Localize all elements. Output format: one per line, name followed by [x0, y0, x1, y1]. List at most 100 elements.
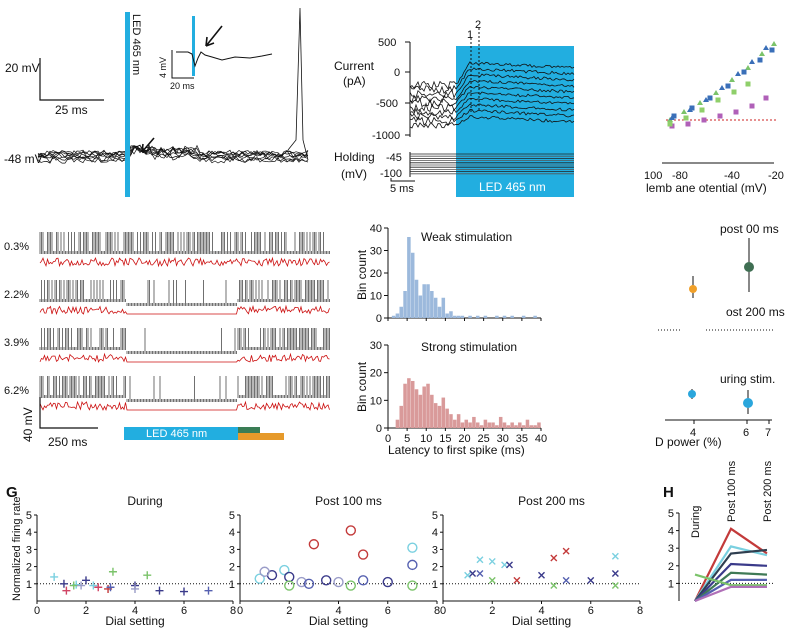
ytick-label: 3 [229, 544, 235, 556]
scatter-point [611, 582, 619, 590]
hist-bar-strong [453, 419, 457, 428]
iv-point [701, 117, 707, 123]
post200-bar-d [238, 433, 284, 440]
scale-mv-a: 20 mV [5, 61, 40, 75]
inset-scale-a [171, 50, 194, 79]
iv-point [699, 107, 705, 113]
title-g: Post 100 ms [315, 494, 382, 508]
holding-tick-100: -100 [380, 168, 402, 180]
ytick-label: 2 [432, 562, 438, 574]
scale-ms-a: 25 ms [55, 103, 88, 117]
scatter-point [357, 575, 369, 586]
scatter-point [254, 573, 265, 584]
xtick-label: 0 [440, 605, 446, 617]
hist-bar-weak [407, 237, 411, 318]
hist-bar-weak [403, 291, 407, 318]
ytick-label: 5 [229, 510, 235, 522]
scatter-point [131, 584, 139, 593]
marker-2: 2 [475, 19, 481, 31]
xtick-label: 2 [489, 605, 495, 617]
scatter-point [476, 556, 484, 564]
scatter-point [488, 557, 496, 565]
hist-bar-weak [410, 252, 415, 318]
ytick-b-m500: -500 [376, 98, 398, 110]
scatter-point [562, 547, 570, 555]
series-line-h [694, 527, 768, 602]
iv-point [757, 57, 763, 63]
y-ticks-b [405, 41, 410, 136]
hist-bar-strong [437, 405, 442, 428]
scatter-point [204, 586, 213, 595]
hist-bar-strong [426, 383, 430, 428]
ytick-label: 20 [370, 268, 382, 280]
holding-label-b-1: Holding [334, 150, 375, 164]
hist-bar-strong [399, 405, 403, 428]
membrane-trace [39, 400, 330, 412]
ytick-label: 0 [376, 423, 382, 435]
ytick-label: 3 [26, 544, 32, 556]
category-label-h: During [690, 506, 702, 538]
iv-points-c [667, 41, 777, 129]
hist-bar-strong [537, 422, 541, 428]
hist-bar-strong [529, 425, 534, 428]
panel-a: 20 mV 25 ms -48 mV LED 465 nm 4 mV 20 ms [4, 7, 309, 197]
ytick-label: 3 [432, 544, 438, 556]
xtick-label: 0 [34, 605, 40, 617]
iv-point [759, 51, 765, 56]
hist-bar-strong [464, 419, 469, 428]
hist-bar-strong [479, 425, 484, 428]
series-line-h [694, 562, 768, 602]
scatter-point [476, 569, 484, 577]
scatter-point [308, 539, 320, 550]
hist-bar-strong [422, 386, 426, 428]
iv-point [725, 83, 731, 89]
xlabel-f: D power (%) [655, 435, 722, 449]
voltage-trace [37, 144, 309, 158]
voltage-trace [37, 145, 309, 164]
hist-bar-weak [475, 315, 480, 318]
inset-trace-a [176, 51, 273, 68]
hist-bar-weak [437, 306, 442, 318]
title-g: During [127, 494, 162, 508]
hist-bar-strong [475, 422, 480, 428]
voltage-trace [37, 146, 309, 162]
scale-mv-d: 40 mV [21, 407, 35, 442]
xlabel-c: lemb ane otential (mV) [646, 181, 767, 195]
voltage-trace [37, 143, 309, 164]
scatter-point [320, 575, 332, 586]
scatter-point [69, 581, 78, 590]
iv-point [697, 100, 703, 105]
scatter-point [62, 586, 71, 595]
xtick-label: 35 [516, 433, 528, 445]
scatter-point [59, 579, 68, 588]
scatter-point [382, 576, 393, 588]
spike-trace [39, 376, 330, 402]
ytick-label: 10 [370, 395, 382, 407]
ytick-label: 3 [668, 543, 674, 555]
hist-bar-weak [433, 297, 438, 318]
led-label-d: LED 465 nm [146, 428, 207, 440]
hist-bar-strong [518, 422, 522, 428]
hist-bar-weak [495, 315, 499, 318]
iv-point [745, 81, 751, 87]
xtick-label: 30 [497, 433, 509, 445]
ytick-label: 4 [432, 527, 438, 539]
scatter-point [407, 580, 418, 591]
iv-point [729, 77, 735, 82]
scale-bar-a [39, 58, 104, 101]
scatter-point [488, 576, 496, 584]
xtick-c-80: -80 [672, 170, 688, 182]
hist-bar-weak [449, 311, 453, 318]
inset-led-a [192, 16, 195, 76]
spike-trace [39, 328, 330, 354]
scatter-point [469, 569, 477, 577]
ytick-label: 4 [26, 527, 32, 539]
scale-bar-b [390, 178, 415, 182]
scatter-point [611, 569, 619, 577]
scatter-point [143, 571, 152, 580]
xtick-c-100: 100 [644, 170, 662, 182]
iv-point [681, 109, 687, 114]
current-trace [409, 67, 575, 95]
panel-c: 100 -80 -40 -20 lemb ane otential (mV) [644, 41, 784, 195]
scatter-point [50, 572, 59, 581]
